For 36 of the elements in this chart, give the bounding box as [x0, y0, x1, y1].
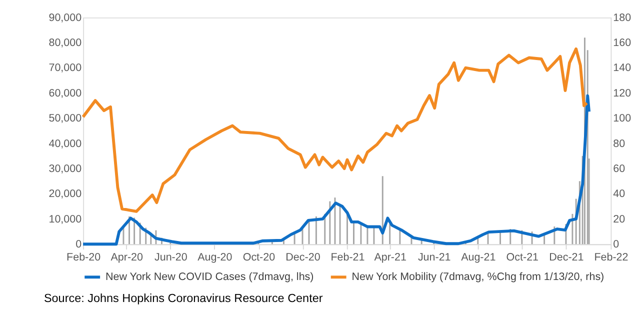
- x-tick-label: Dec-21: [549, 251, 584, 264]
- y2-tick-label: 140: [613, 62, 632, 74]
- legend-label: New York New COVID Cases (7dmavg, lhs): [106, 271, 314, 284]
- x-tick-label: Jun-20: [154, 251, 188, 264]
- y-tick-label: 60,000: [48, 87, 82, 100]
- x-tick-label: Apr-20: [110, 251, 143, 264]
- y-tick-label: 80,000: [48, 37, 82, 50]
- y2-tick-label: 180: [613, 12, 632, 24]
- y-tick-label: 50,000: [48, 112, 82, 125]
- x-tick-label: Oct-21: [506, 251, 539, 264]
- y-tick-label: 10,000: [48, 213, 82, 226]
- y2-tick-label: 80: [613, 138, 626, 150]
- y2-tick-label: 60: [613, 162, 626, 175]
- y2-tick-label: 160: [613, 37, 632, 50]
- y2-tick-label: 40: [613, 188, 626, 200]
- y-tick-label: 70,000: [48, 62, 82, 74]
- y-tick-label: 30,000: [48, 162, 82, 175]
- x-tick-label: Feb-22: [594, 251, 628, 264]
- y-tick-label: 20,000: [48, 188, 82, 200]
- source-note: Source: Johns Hopkins Coronavirus Resource Center: [44, 292, 323, 305]
- x-tick-label: Feb-20: [66, 251, 101, 264]
- x-tick-label: Oct-20: [242, 251, 276, 264]
- x-tick-label: Aug-20: [198, 251, 232, 264]
- x-tick-label: Dec-20: [286, 251, 320, 264]
- y-tick-label: 0: [76, 238, 82, 251]
- y-tick-label: 90,000: [48, 12, 82, 24]
- legend-label: New York Mobility (7dmavg, %Chg from 1/13/20, rhs): [352, 271, 604, 284]
- y2-tick-label: 0: [613, 238, 620, 251]
- y2-tick-label: 20: [613, 213, 626, 226]
- y2-tick-label: 120: [613, 87, 632, 100]
- y2-tick-label: 100: [613, 112, 632, 125]
- x-tick-label: Feb-21: [330, 251, 365, 264]
- x-tick-label: Jun-21: [418, 251, 451, 264]
- x-tick-label: Aug-21: [461, 251, 496, 264]
- y-tick-label: 40,000: [48, 138, 82, 150]
- x-tick-label: Apr-21: [374, 251, 406, 264]
